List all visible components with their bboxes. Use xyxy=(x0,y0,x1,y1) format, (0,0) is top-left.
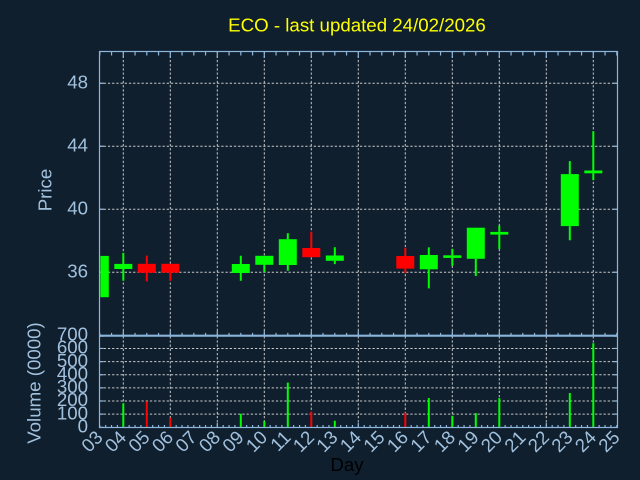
svg-text:600: 600 xyxy=(57,337,88,358)
svg-text:300: 300 xyxy=(57,376,88,397)
svg-text:Volume (0000): Volume (0000) xyxy=(24,322,45,444)
svg-text:36: 36 xyxy=(67,260,88,281)
svg-text:0: 0 xyxy=(78,416,88,437)
svg-text:500: 500 xyxy=(57,350,88,371)
svg-text:40: 40 xyxy=(67,197,88,218)
svg-text:48: 48 xyxy=(67,71,88,92)
svg-text:200: 200 xyxy=(57,389,88,410)
svg-text:ECO - last updated 24/02/2026: ECO - last updated 24/02/2026 xyxy=(228,15,486,36)
svg-text:Day: Day xyxy=(330,454,364,475)
svg-text:100: 100 xyxy=(57,402,88,423)
svg-text:44: 44 xyxy=(67,134,88,155)
svg-text:Price: Price xyxy=(35,169,56,212)
svg-text:700: 700 xyxy=(57,324,88,345)
svg-text:400: 400 xyxy=(57,363,88,384)
